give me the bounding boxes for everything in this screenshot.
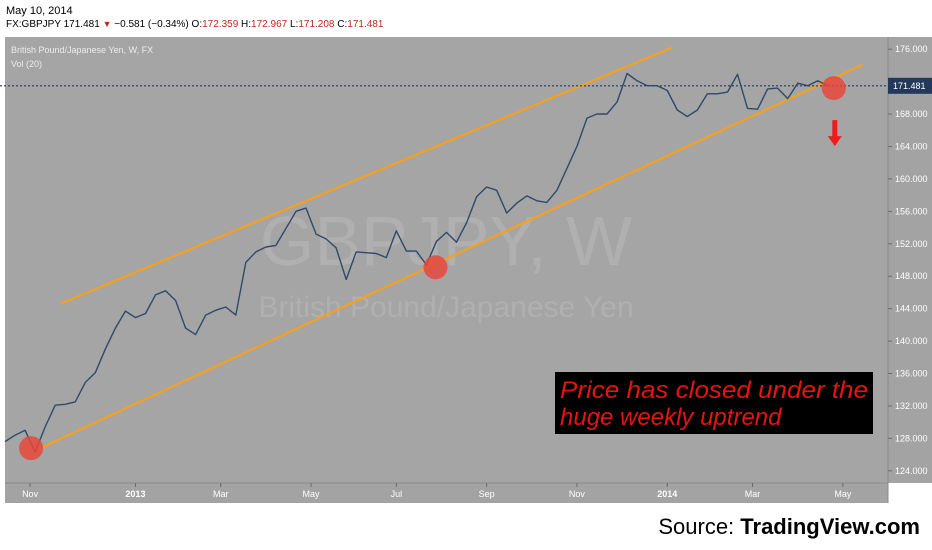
open-label: O:	[191, 19, 203, 30]
y-tick-label: 140.000	[895, 336, 928, 346]
y-tick-label: 132.000	[895, 401, 928, 411]
y-tick-label: 152.000	[895, 239, 928, 249]
x-tick-label: 2014	[657, 489, 677, 499]
trend-channel	[29, 46, 864, 454]
y-tick-label: 128.000	[895, 433, 928, 443]
high-value: 172.967	[251, 19, 288, 30]
x-tick-label: Mar	[213, 489, 229, 499]
highlight-marker	[821, 76, 846, 101]
price-tag	[888, 77, 932, 94]
price-change: −0.581 (−0.34%)	[114, 19, 189, 30]
source-brand[interactable]: TradingView.com	[740, 514, 920, 539]
x-tick-label: Mar	[745, 489, 761, 499]
highlight-marker	[19, 436, 44, 461]
source-credit: Source: TradingView.com	[658, 514, 920, 540]
channel-line-lower	[29, 63, 864, 454]
down-triangle-icon: ▼	[102, 19, 112, 29]
time-axis[interactable]	[5, 483, 888, 503]
y-tick-label: 124.000	[895, 466, 928, 476]
y-tick-label: 176.000	[895, 44, 928, 54]
axis-ticks: 124.000 128.000 132.000 136.000 140.000 144.0…	[22, 44, 927, 499]
price-series-line	[4, 72, 829, 453]
y-tick-label: 144.000	[895, 304, 928, 314]
x-tick-label: May	[834, 489, 852, 499]
close-value: 171.481	[347, 19, 384, 30]
annotation-box	[555, 372, 873, 434]
price-chart[interactable]: GBPJPY, W British Pound/Japanese Yen Bri…	[0, 32, 932, 510]
x-tick-label: Nov	[22, 489, 39, 499]
y-tick-label: 156.000	[895, 206, 928, 216]
watermark-name: British Pound/Japanese Yen	[258, 291, 633, 324]
highlight-markers	[19, 76, 846, 461]
quote-line: FX:GBPJPY 171.481 ▼ −0.581 (−0.34%) O:17…	[6, 19, 383, 30]
open-value: 172.359	[202, 19, 239, 30]
annotation-line-1: Price has closed under the	[560, 377, 868, 404]
chart-title: British Pound/Japanese Yen, W, FX	[11, 45, 153, 55]
y-tick-label: 168.000	[895, 109, 928, 119]
low-value: 171.208	[298, 19, 335, 30]
channel-line-upper	[59, 46, 673, 305]
indicator-label: Vol (20)	[11, 59, 42, 69]
source-prefix: Source:	[658, 514, 741, 539]
x-tick-label: May	[303, 489, 321, 499]
price-tag-label: 171.481	[893, 81, 926, 91]
chart-header: May 10, 2014 FX:GBPJPY 171.481 ▼ −0.581 …	[0, 0, 932, 32]
high-label: H:	[241, 19, 252, 30]
y-tick-label: 160.000	[895, 174, 928, 184]
last-price: 171.481	[63, 19, 100, 30]
date-label: May 10, 2014	[6, 5, 73, 17]
x-tick-label: Sep	[479, 489, 495, 499]
down-arrow-icon	[827, 120, 842, 147]
y-tick-label: 136.000	[895, 369, 928, 379]
price-axis[interactable]	[888, 37, 932, 483]
x-tick-label: Jul	[391, 489, 403, 499]
y-tick-label: 164.000	[895, 141, 928, 151]
low-label: L:	[289, 19, 299, 30]
y-tick-label: 148.000	[895, 271, 928, 281]
close-label: C:	[337, 19, 348, 30]
symbol-label[interactable]: FX:GBPJPY	[6, 19, 61, 30]
x-tick-label: 2013	[125, 489, 145, 499]
highlight-marker	[423, 255, 448, 280]
annotation-line-2: huge weekly uptrend	[560, 404, 782, 431]
x-tick-label: Nov	[569, 489, 586, 499]
